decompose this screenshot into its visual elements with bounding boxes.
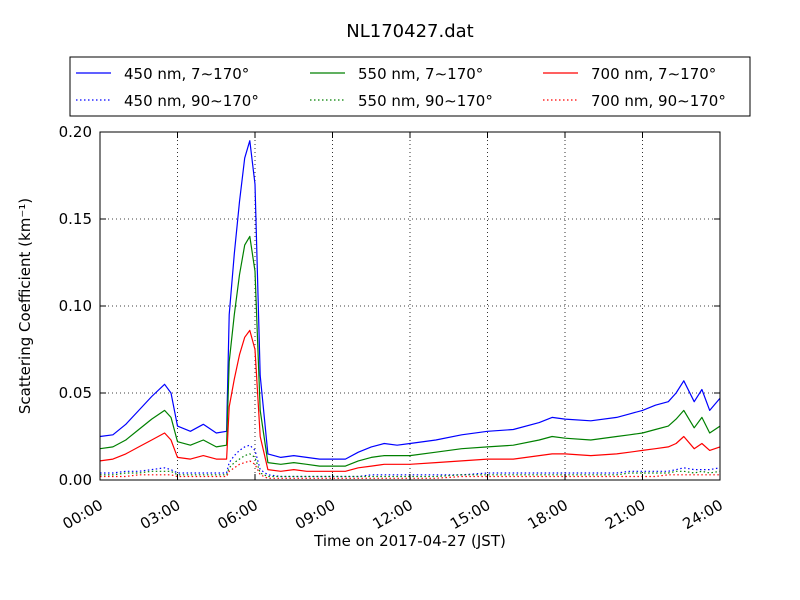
y-tick-label: 0.20 xyxy=(59,123,92,141)
x-axis-label: Time on 2017-04-27 (JST) xyxy=(313,532,506,550)
series-group xyxy=(99,140,721,479)
series-line-5 xyxy=(99,329,721,472)
legend: 450 nm, 7∼170° 450 nm, 90∼170° 550 nm, 7∼1… xyxy=(69,56,751,117)
y-axis-label: Scattering Coefficient (km⁻¹) xyxy=(16,198,34,414)
legend-label-4: 550 nm, 90∼170° xyxy=(358,92,493,110)
legend-label-2: 450 nm, 90∼170° xyxy=(124,92,259,110)
legend-label-1: 450 nm, 7∼170° xyxy=(124,65,249,83)
y-tick-label: 0.00 xyxy=(59,471,92,489)
series-line-1 xyxy=(99,140,721,460)
series-line-4 xyxy=(100,453,721,478)
legend-label-5: 700 nm, 7∼170° xyxy=(591,65,716,83)
series-line-3 xyxy=(99,235,721,467)
series-line-6 xyxy=(100,460,720,479)
y-tick-label: 0.15 xyxy=(59,210,92,228)
grid xyxy=(100,132,720,480)
y-tick-label: 0.10 xyxy=(59,297,92,315)
chart-title: NL170427.dat xyxy=(346,21,473,42)
legend-items: 450 nm, 7∼170° 450 nm, 90∼170° 550 nm, 7∼1… xyxy=(76,65,726,110)
legend-label-6: 700 nm, 90∼170° xyxy=(591,92,726,110)
legend-box xyxy=(69,56,751,117)
y-tick-label: 0.05 xyxy=(59,384,92,402)
legend-label-3: 550 nm, 7∼170° xyxy=(358,65,483,83)
